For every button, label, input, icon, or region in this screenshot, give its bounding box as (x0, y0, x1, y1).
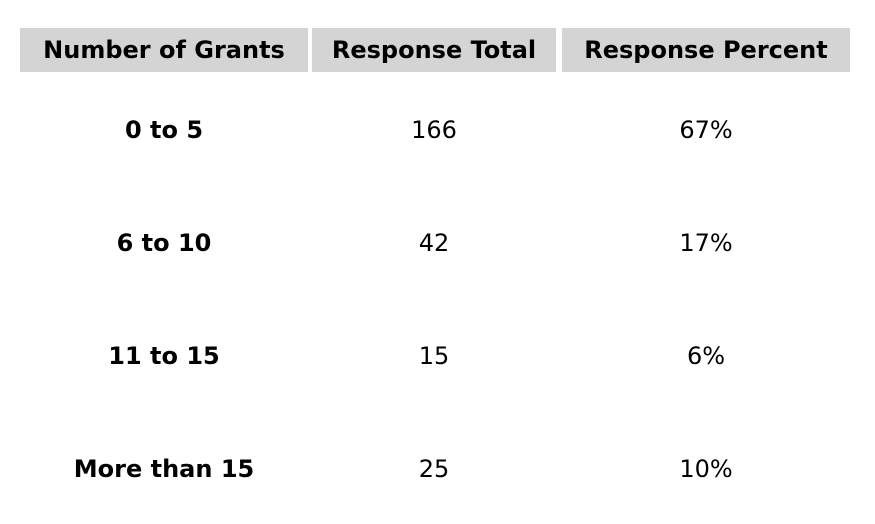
table-cell: 166 (411, 116, 457, 144)
row-label: 6 to 10 (116, 229, 212, 257)
row-label: 11 to 15 (108, 342, 220, 370)
table-cell: 25 (418, 455, 450, 483)
table-cell: 67% (679, 116, 733, 144)
header-cell: Number of Grants (20, 28, 308, 72)
header-cell: Response Total (312, 28, 556, 72)
row-label: 0 to 5 (124, 116, 204, 144)
header-cell: Response Percent (562, 28, 850, 72)
row-label: More than 15 (73, 455, 255, 483)
table-cell: 42 (418, 229, 450, 257)
table-cell: 15 (418, 342, 450, 370)
table-cell: 17% (679, 229, 733, 257)
table-cell: 6% (686, 342, 726, 370)
table-cell: 10% (679, 455, 733, 483)
